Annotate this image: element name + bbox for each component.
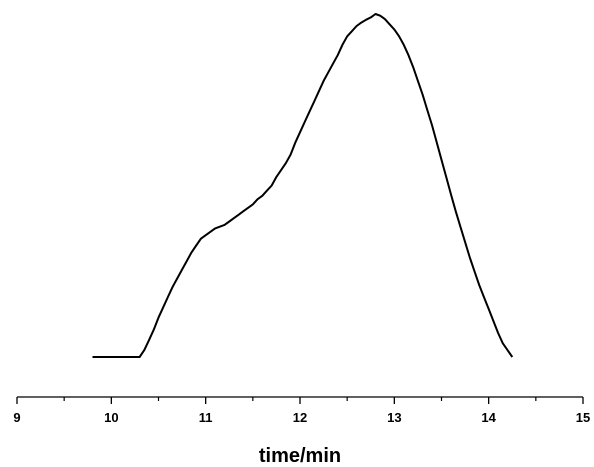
x-tick-label: 9 xyxy=(13,410,20,425)
x-tick-label: 14 xyxy=(481,410,496,425)
x-tick-label: 13 xyxy=(387,410,401,425)
series-line-0 xyxy=(92,13,514,358)
x-tick-label: 11 xyxy=(199,410,213,425)
x-tick-label: 10 xyxy=(104,410,118,425)
x-tick-label: 12 xyxy=(293,410,307,425)
x-tick-label: 15 xyxy=(576,410,590,425)
plot-area xyxy=(92,13,514,358)
x-axis-ticks: 9 10 11 12 13 14 15 xyxy=(13,397,590,425)
x-axis-title: time/min xyxy=(259,445,341,467)
